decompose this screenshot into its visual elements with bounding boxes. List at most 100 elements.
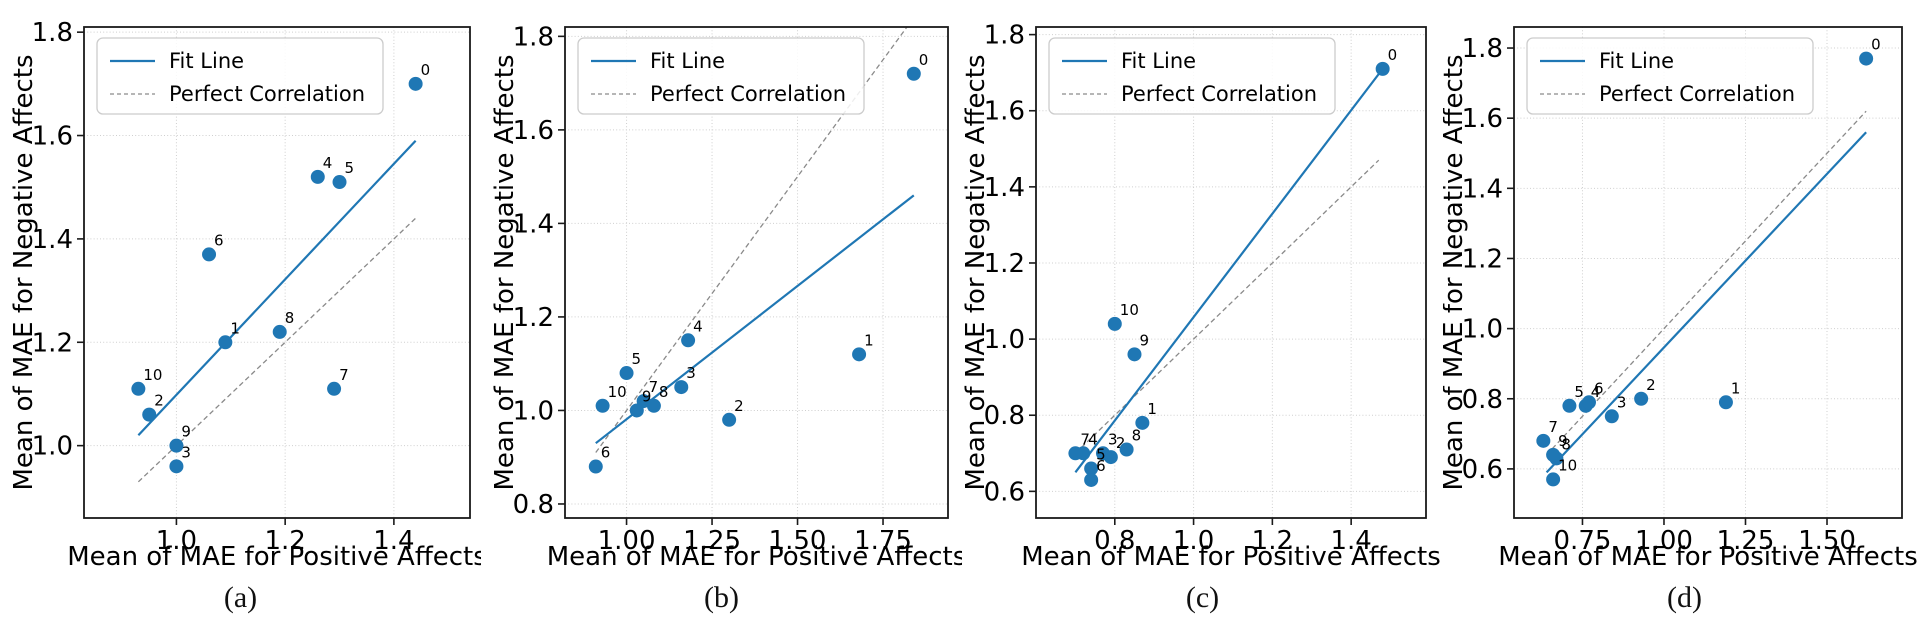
x-tick-label: 1.4	[373, 526, 414, 556]
y-tick-label: 1.0	[32, 432, 73, 462]
data-point-label: 5	[345, 159, 355, 177]
data-point-label: 8	[659, 383, 669, 401]
x-axis-label: Mean of MAE for Positive Affects	[67, 542, 481, 572]
y-tick-label: 1.8	[32, 18, 73, 48]
data-point	[131, 381, 146, 396]
legend-perfect-correlation-label: Perfect Correlation	[169, 82, 365, 106]
axes-spines	[1513, 26, 1903, 519]
y-tick-label: 1.2	[984, 249, 1025, 279]
x-axis-label: Mean of MAE for Positive Affects	[547, 542, 962, 572]
data-point-label: 1	[230, 319, 240, 337]
data-point	[1581, 395, 1596, 410]
y-tick-label: 1.6	[32, 122, 73, 152]
scatter-plot-a: 0 1 2 3 4 5 6 7 8 9 10 1.0 1.2 1.4 1.0 1.2 1.4 1.6 1.8 Mean…	[9, 18, 481, 572]
data-point-label: 8	[285, 309, 295, 327]
data-point	[202, 247, 217, 262]
axes-spines	[83, 26, 471, 519]
data-point-label: 2	[1646, 376, 1656, 394]
data-point	[1546, 447, 1561, 462]
x-tick-label: 1.50	[769, 526, 827, 556]
data-point	[1562, 398, 1577, 413]
axis-ticks: 0.75 1.00 1.25 1.50 0.6 0.8 1.0 1.2 1.4 1.6 1.8	[1462, 34, 1856, 556]
x-tick-label: 1.50	[1798, 526, 1856, 556]
data-point	[332, 175, 347, 190]
panel-b: 0 1 2 3 4 5 6 7 8 9 10 1.00 1.25 1.50 1.75 0.8 1.0 1.2 1.4…	[481, 0, 962, 620]
data-point-label: 4	[693, 317, 703, 335]
data-point-label: 1	[1147, 400, 1157, 418]
y-tick-label: 1.8	[513, 22, 554, 52]
data-point-label: 6	[1594, 379, 1604, 397]
data-point-label: 0	[1871, 36, 1881, 54]
data-point-label: 10	[608, 383, 627, 401]
x-axis-label: Mean of MAE for Positive Affects	[1021, 542, 1441, 572]
panel-c: 0 1 2 3 4 5 6 7 8 9 10 0.8 1.0 1.2 1.4 0.6 0.8 1.0 1.2 1.4 1…	[962, 0, 1443, 620]
data-point	[1375, 61, 1390, 76]
data-point-label: 4	[323, 154, 333, 172]
panel-caption-a: (a)	[223, 581, 258, 614]
data-point-label: 10	[143, 366, 162, 384]
data-point	[1084, 472, 1099, 487]
legend-fit-line-label: Fit Line	[1121, 49, 1196, 73]
y-axis-label: Mean of MAE for Negative Affects	[490, 54, 520, 490]
perfect-correlation-line	[1546, 110, 1867, 456]
y-tick-label: 1.6	[1462, 104, 1503, 134]
data-point-label: 0	[1388, 46, 1398, 64]
panel-caption-c: (c)	[1185, 581, 1220, 614]
data-point-label: 5	[632, 350, 642, 368]
fit-line	[1545, 131, 1867, 474]
data-point	[588, 459, 603, 474]
data-point-label: 5	[1096, 446, 1106, 464]
data-point-label: 4	[1591, 383, 1601, 401]
fit-line	[1074, 68, 1384, 473]
data-point-label: 3	[686, 364, 696, 382]
y-tick-label: 1.8	[984, 21, 1025, 51]
data-point	[142, 407, 157, 422]
scatter-plot-d: 0 1 2 345 6 789 10 0.75 1.00 1.25 1.50 0.6 0.8 1.0 1.2…	[1443, 26, 1918, 572]
data-point	[1546, 472, 1561, 487]
legend-perfect-correlation-label: Perfect Correlation	[1121, 82, 1317, 106]
y-tick-label: 1.0	[984, 325, 1025, 355]
data-point	[408, 76, 423, 91]
data-point-label: 3	[181, 443, 191, 461]
axes-spines	[1035, 26, 1427, 519]
y-tick-label: 0.8	[513, 490, 554, 520]
data-point	[646, 398, 661, 413]
legend-perfect-correlation-label: Perfect Correlation	[1599, 82, 1795, 106]
x-tick-label: 1.00	[598, 526, 656, 556]
y-axis-label: Mean of MAE for Negative Affects	[962, 54, 991, 490]
fit-line	[137, 139, 417, 437]
y-tick-label: 1.2	[513, 303, 554, 333]
data-point-label: 1	[864, 331, 874, 349]
legend: Fit Line Perfect Correlation	[1526, 37, 1814, 115]
x-tick-label: 1.25	[1717, 526, 1775, 556]
data-point-label: 3	[1617, 393, 1627, 411]
legend-fit-line-label: Fit Line	[1599, 49, 1674, 73]
data-point-label: 0	[919, 51, 929, 69]
legend-perfect-correlation-label: Perfect Correlation	[650, 82, 846, 106]
grid	[84, 27, 470, 518]
data-point	[1604, 409, 1619, 424]
y-tick-label: 1.4	[513, 209, 554, 239]
data-point-label: 7	[649, 378, 659, 396]
data-point-label: 8	[1561, 435, 1571, 453]
data-point	[218, 335, 233, 350]
data-point	[722, 412, 737, 427]
y-tick-label: 1.4	[1462, 174, 1503, 204]
data-point-label: 10	[1558, 456, 1577, 474]
data-point	[1127, 347, 1142, 362]
data-point	[629, 403, 644, 418]
data-point	[1119, 442, 1134, 457]
x-tick-label: 1.2	[1252, 526, 1293, 556]
data-point-label: 2	[154, 392, 164, 410]
x-tick-label: 1.0	[156, 526, 197, 556]
y-tick-label: 1.2	[32, 328, 73, 358]
legend: Fit Line Perfect Correlation	[1048, 37, 1336, 115]
data-point	[1095, 446, 1110, 461]
data-point	[1859, 51, 1874, 66]
data-point-label: 5	[1574, 383, 1584, 401]
